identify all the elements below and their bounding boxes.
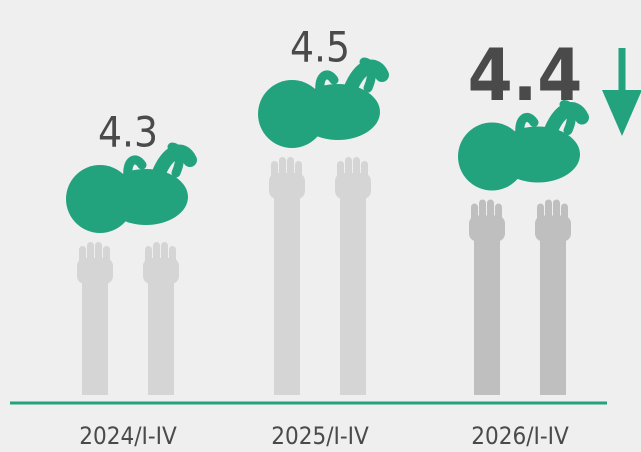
finger [79,246,86,270]
arm [274,191,300,395]
finger [487,200,494,224]
finger [471,204,478,228]
finger [545,200,552,224]
finger [95,242,102,266]
finger [87,242,94,266]
arm [148,276,174,395]
value-label: 4.4 [468,33,583,117]
finger [279,157,286,181]
arm [340,191,366,395]
finger [479,200,486,224]
finger [353,157,360,181]
finger [153,242,160,266]
finger [271,161,278,185]
finger [537,204,544,228]
finger [287,157,294,181]
value-label: 4.5 [290,23,350,72]
finger [337,161,344,185]
finger [345,157,352,181]
x-tick-label: 2025/I-IV [271,422,369,450]
finger [495,204,502,228]
finger [169,246,176,270]
arm [474,234,500,396]
chart: 4.3 2024/I-IV 4.5 2025/I-IV 4.4 2026/I-IV [0,0,641,452]
finger [553,200,560,224]
x-tick-label: 2026/I-IV [471,422,569,450]
finger [295,161,302,185]
finger [361,161,368,185]
x-tick-label: 2024/I-IV [79,422,177,450]
finger [145,246,152,270]
finger [161,242,168,266]
arm [540,234,566,396]
arm [82,276,108,395]
finger [103,246,110,270]
finger [561,204,568,228]
value-label: 4.3 [98,108,158,157]
